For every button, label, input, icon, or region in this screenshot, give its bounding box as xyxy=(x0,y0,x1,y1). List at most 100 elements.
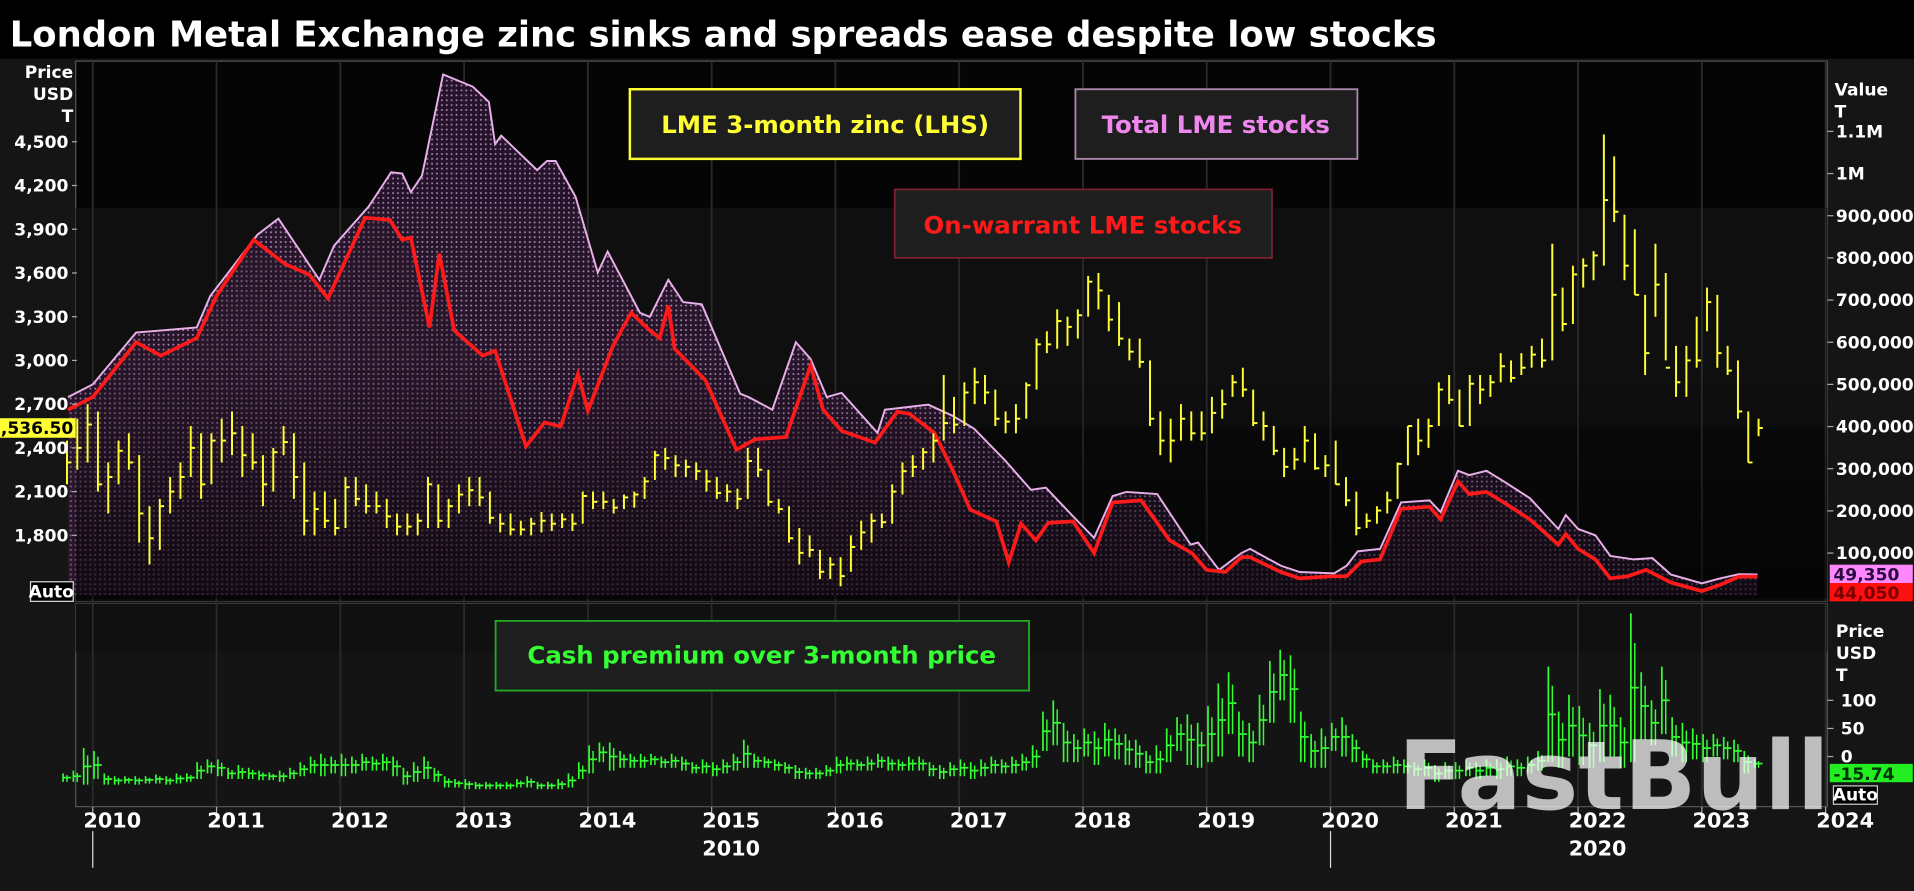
zinc-bar xyxy=(396,513,402,536)
premium-bar xyxy=(103,773,113,785)
zinc-bar xyxy=(117,440,123,485)
auto-button-label: Auto xyxy=(1833,786,1879,806)
auto-button-frame xyxy=(29,581,74,602)
zinc-bar xyxy=(1551,243,1557,361)
zinc-bar xyxy=(550,513,557,531)
zinc-bar xyxy=(818,549,825,580)
zinc-bar xyxy=(107,462,113,514)
x-tick-label: 2019 xyxy=(1197,808,1255,832)
zinc-bar xyxy=(457,484,464,514)
zinc-bar xyxy=(1716,294,1722,368)
premium-bar xyxy=(629,753,639,768)
lower-axis-tick-label: 100 xyxy=(1841,691,1877,711)
total-stocks-tag xyxy=(1829,564,1913,583)
premium-bar xyxy=(381,753,391,771)
zinc-bar xyxy=(354,477,361,507)
zinc-bar xyxy=(788,506,794,543)
premium-bar xyxy=(804,767,814,780)
zinc-bar xyxy=(1489,374,1495,397)
premium-bar xyxy=(1196,722,1206,768)
premium-bar xyxy=(62,773,71,782)
premium-bar xyxy=(608,742,618,771)
on-warrant-last-label: 44,050 xyxy=(1833,584,1899,604)
zinc-bar xyxy=(746,447,753,499)
premium-bar xyxy=(1403,759,1412,774)
zinc-bar xyxy=(127,433,134,470)
premium-bar xyxy=(1444,762,1454,780)
zinc-bar xyxy=(272,447,278,492)
zinc-bar xyxy=(1097,272,1103,310)
premium-bar xyxy=(175,773,185,784)
right-axis-tick-label: 200,000 xyxy=(1836,502,1914,522)
zinc-bar xyxy=(602,491,608,510)
premium-bar xyxy=(1753,759,1763,768)
premium-bar xyxy=(278,770,288,782)
zinc-bar xyxy=(1149,360,1155,427)
premium-bar xyxy=(1434,764,1443,782)
zinc-bar xyxy=(653,450,660,480)
zinc-bar xyxy=(767,469,773,507)
x-tick-label: 2020 xyxy=(1321,808,1379,832)
premium-bar xyxy=(1320,728,1330,768)
premium-bar xyxy=(361,753,371,771)
premium-bar xyxy=(1289,655,1299,723)
premium-bar xyxy=(392,756,401,777)
premium-bar xyxy=(1258,694,1268,746)
zinc-bar xyxy=(1458,389,1464,427)
zinc-bar xyxy=(1014,404,1021,434)
premium-bar xyxy=(866,756,876,771)
zinc-bar xyxy=(1396,462,1402,499)
left-axis-unit: Price xyxy=(25,63,74,83)
lower-auto-scale-button[interactable]: Auto xyxy=(1833,785,1879,806)
auto-scale-button[interactable]: Auto xyxy=(29,581,75,603)
premium-bar xyxy=(753,753,762,768)
premium-bar xyxy=(1475,762,1485,780)
zinc-bar xyxy=(571,513,577,531)
premium-bar xyxy=(320,753,329,777)
zinc-bar xyxy=(1056,309,1062,349)
zinc-bar xyxy=(891,484,897,524)
zinc-bar xyxy=(1530,345,1536,368)
premium-bar xyxy=(773,759,783,771)
zinc-bar xyxy=(220,418,226,463)
lower-axis-unit: T xyxy=(1836,666,1848,686)
zinc-bar xyxy=(200,433,206,499)
premium-bar xyxy=(918,756,928,771)
zinc-bar xyxy=(953,396,959,434)
premium-bar xyxy=(784,762,793,774)
zinc-bar xyxy=(1334,440,1340,486)
zinc-bar xyxy=(901,462,907,495)
zinc-bar xyxy=(1107,294,1114,332)
premium-bar xyxy=(835,756,845,774)
zinc-bar xyxy=(1695,316,1701,368)
left-axis-tick-label: 3,300 xyxy=(14,308,68,328)
zinc-bar xyxy=(973,367,979,405)
zinc-bar xyxy=(1365,513,1371,529)
premium-bar xyxy=(474,781,484,790)
zinc-bar xyxy=(1520,353,1526,375)
lower-axis-tick-label: 50 xyxy=(1841,720,1865,740)
premium-bar xyxy=(299,762,309,777)
last-price-label: 2,536.50 xyxy=(0,419,73,439)
zinc-bar xyxy=(1355,491,1361,536)
premium-bar xyxy=(1330,722,1340,751)
left-axis-unit: USD xyxy=(33,85,73,105)
premium-bar xyxy=(1609,694,1619,757)
premium-bar xyxy=(1413,762,1423,777)
zinc-bar xyxy=(1675,345,1681,397)
zinc-bar xyxy=(1004,411,1010,434)
premium-bar xyxy=(712,762,721,777)
premium-bar xyxy=(1691,728,1701,760)
zinc-bar xyxy=(1221,389,1227,419)
premium-bar xyxy=(82,748,92,785)
left-axis-tick-label: 2,100 xyxy=(14,483,68,503)
zinc-bar xyxy=(1375,506,1382,524)
premium-bar xyxy=(216,759,226,777)
zinc-bar xyxy=(1706,287,1712,332)
zinc-bar xyxy=(530,517,536,536)
zinc-bar xyxy=(757,447,763,478)
premium-bar xyxy=(206,759,216,774)
zinc-bar xyxy=(365,484,371,514)
x-tick-label: 2024 xyxy=(1816,808,1874,832)
zinc-bar xyxy=(1303,426,1310,463)
